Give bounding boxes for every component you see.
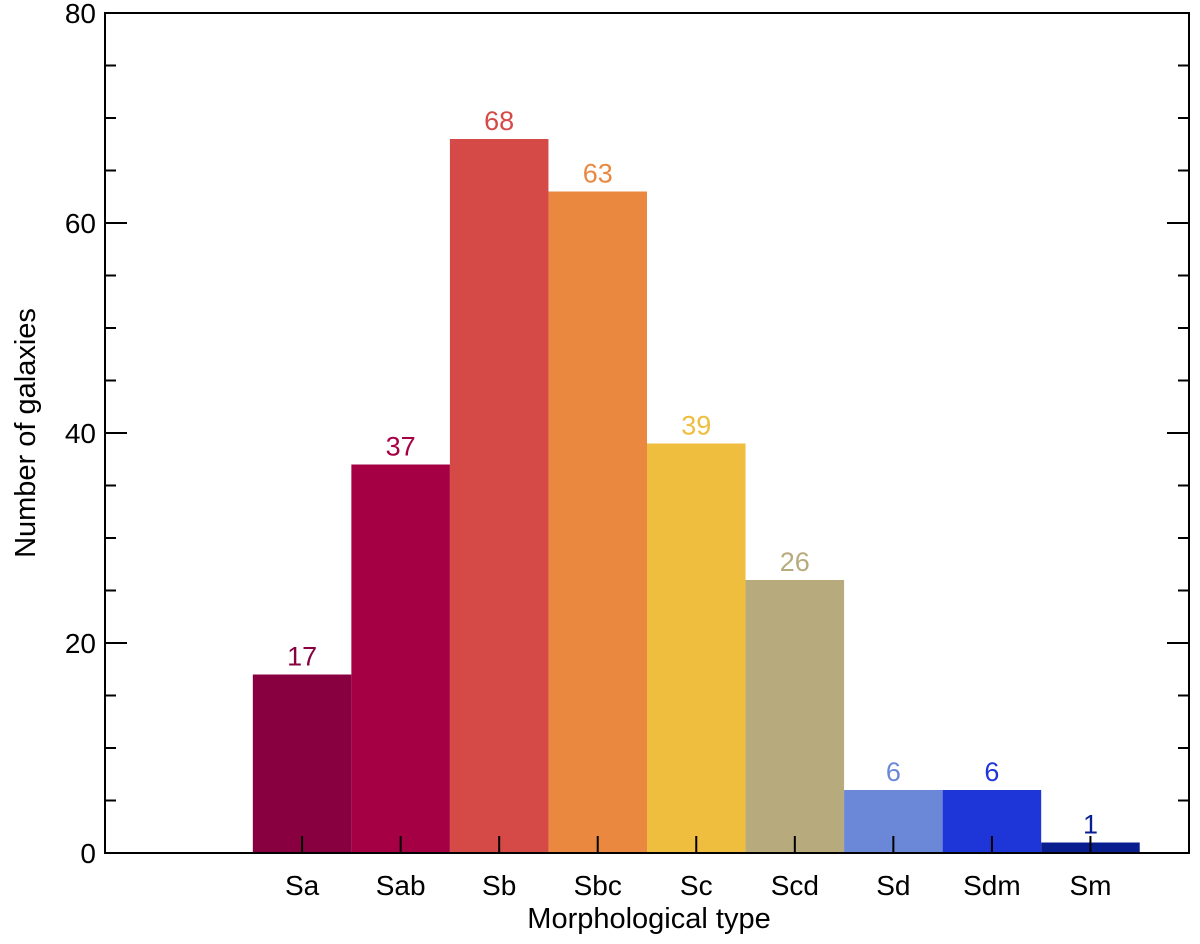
bar-sb <box>449 139 549 853</box>
plot-frame <box>104 12 1190 854</box>
x-tick-label-sab: Sab <box>376 870 426 901</box>
x-tick-label-sm: Sm <box>1069 870 1111 901</box>
x-tick-label-scd: Scd <box>771 870 819 901</box>
y-tick-label: 0 <box>80 838 96 869</box>
bar-sab <box>351 464 450 853</box>
x-tick-label-sa: Sa <box>285 870 320 901</box>
bar-sa <box>252 674 352 853</box>
bar-labels-group: 17 37 68 63 39 26 6 6 1 <box>287 106 1098 840</box>
x-axis-title: Morphological type <box>527 903 770 935</box>
x-tick-label-sc: Sc <box>680 870 713 901</box>
bars-group <box>252 139 1140 853</box>
bar-value-label-sc: 39 <box>681 411 711 441</box>
bar-value-label-sab: 37 <box>386 432 416 462</box>
bar-value-label-sm: 1 <box>1083 810 1098 840</box>
bar-sc <box>647 443 746 853</box>
x-tick-label-sbc: Sbc <box>574 870 622 901</box>
bar-value-label-sd: 6 <box>886 757 901 787</box>
bar-value-label-scd: 26 <box>780 547 810 577</box>
x-tick-label-sd: Sd <box>876 870 910 901</box>
bar-value-label-sb: 68 <box>484 106 514 136</box>
y-tick-label: 80 <box>65 0 96 29</box>
y-tick-labels-group: 0 20 40 60 80 <box>65 0 96 869</box>
x-tick-label-sb: Sb <box>482 870 516 901</box>
bar-value-label-sbc: 63 <box>583 159 613 189</box>
x-category-labels-group: Sa Sab Sb Sbc Sc Scd Sd Sdm Sm <box>285 870 1111 901</box>
bar-value-label-sdm: 6 <box>984 757 999 787</box>
y-axis-title: Number of galaxies <box>10 308 42 558</box>
bar-value-label-sa: 17 <box>287 642 317 672</box>
y-tick-label: 40 <box>65 418 96 449</box>
bar-sbc <box>548 191 647 853</box>
y-tick-label: 20 <box>65 628 96 659</box>
y-tick-label: 60 <box>65 208 96 239</box>
x-tick-label-sdm: Sdm <box>963 870 1021 901</box>
bar-scd <box>745 580 845 853</box>
